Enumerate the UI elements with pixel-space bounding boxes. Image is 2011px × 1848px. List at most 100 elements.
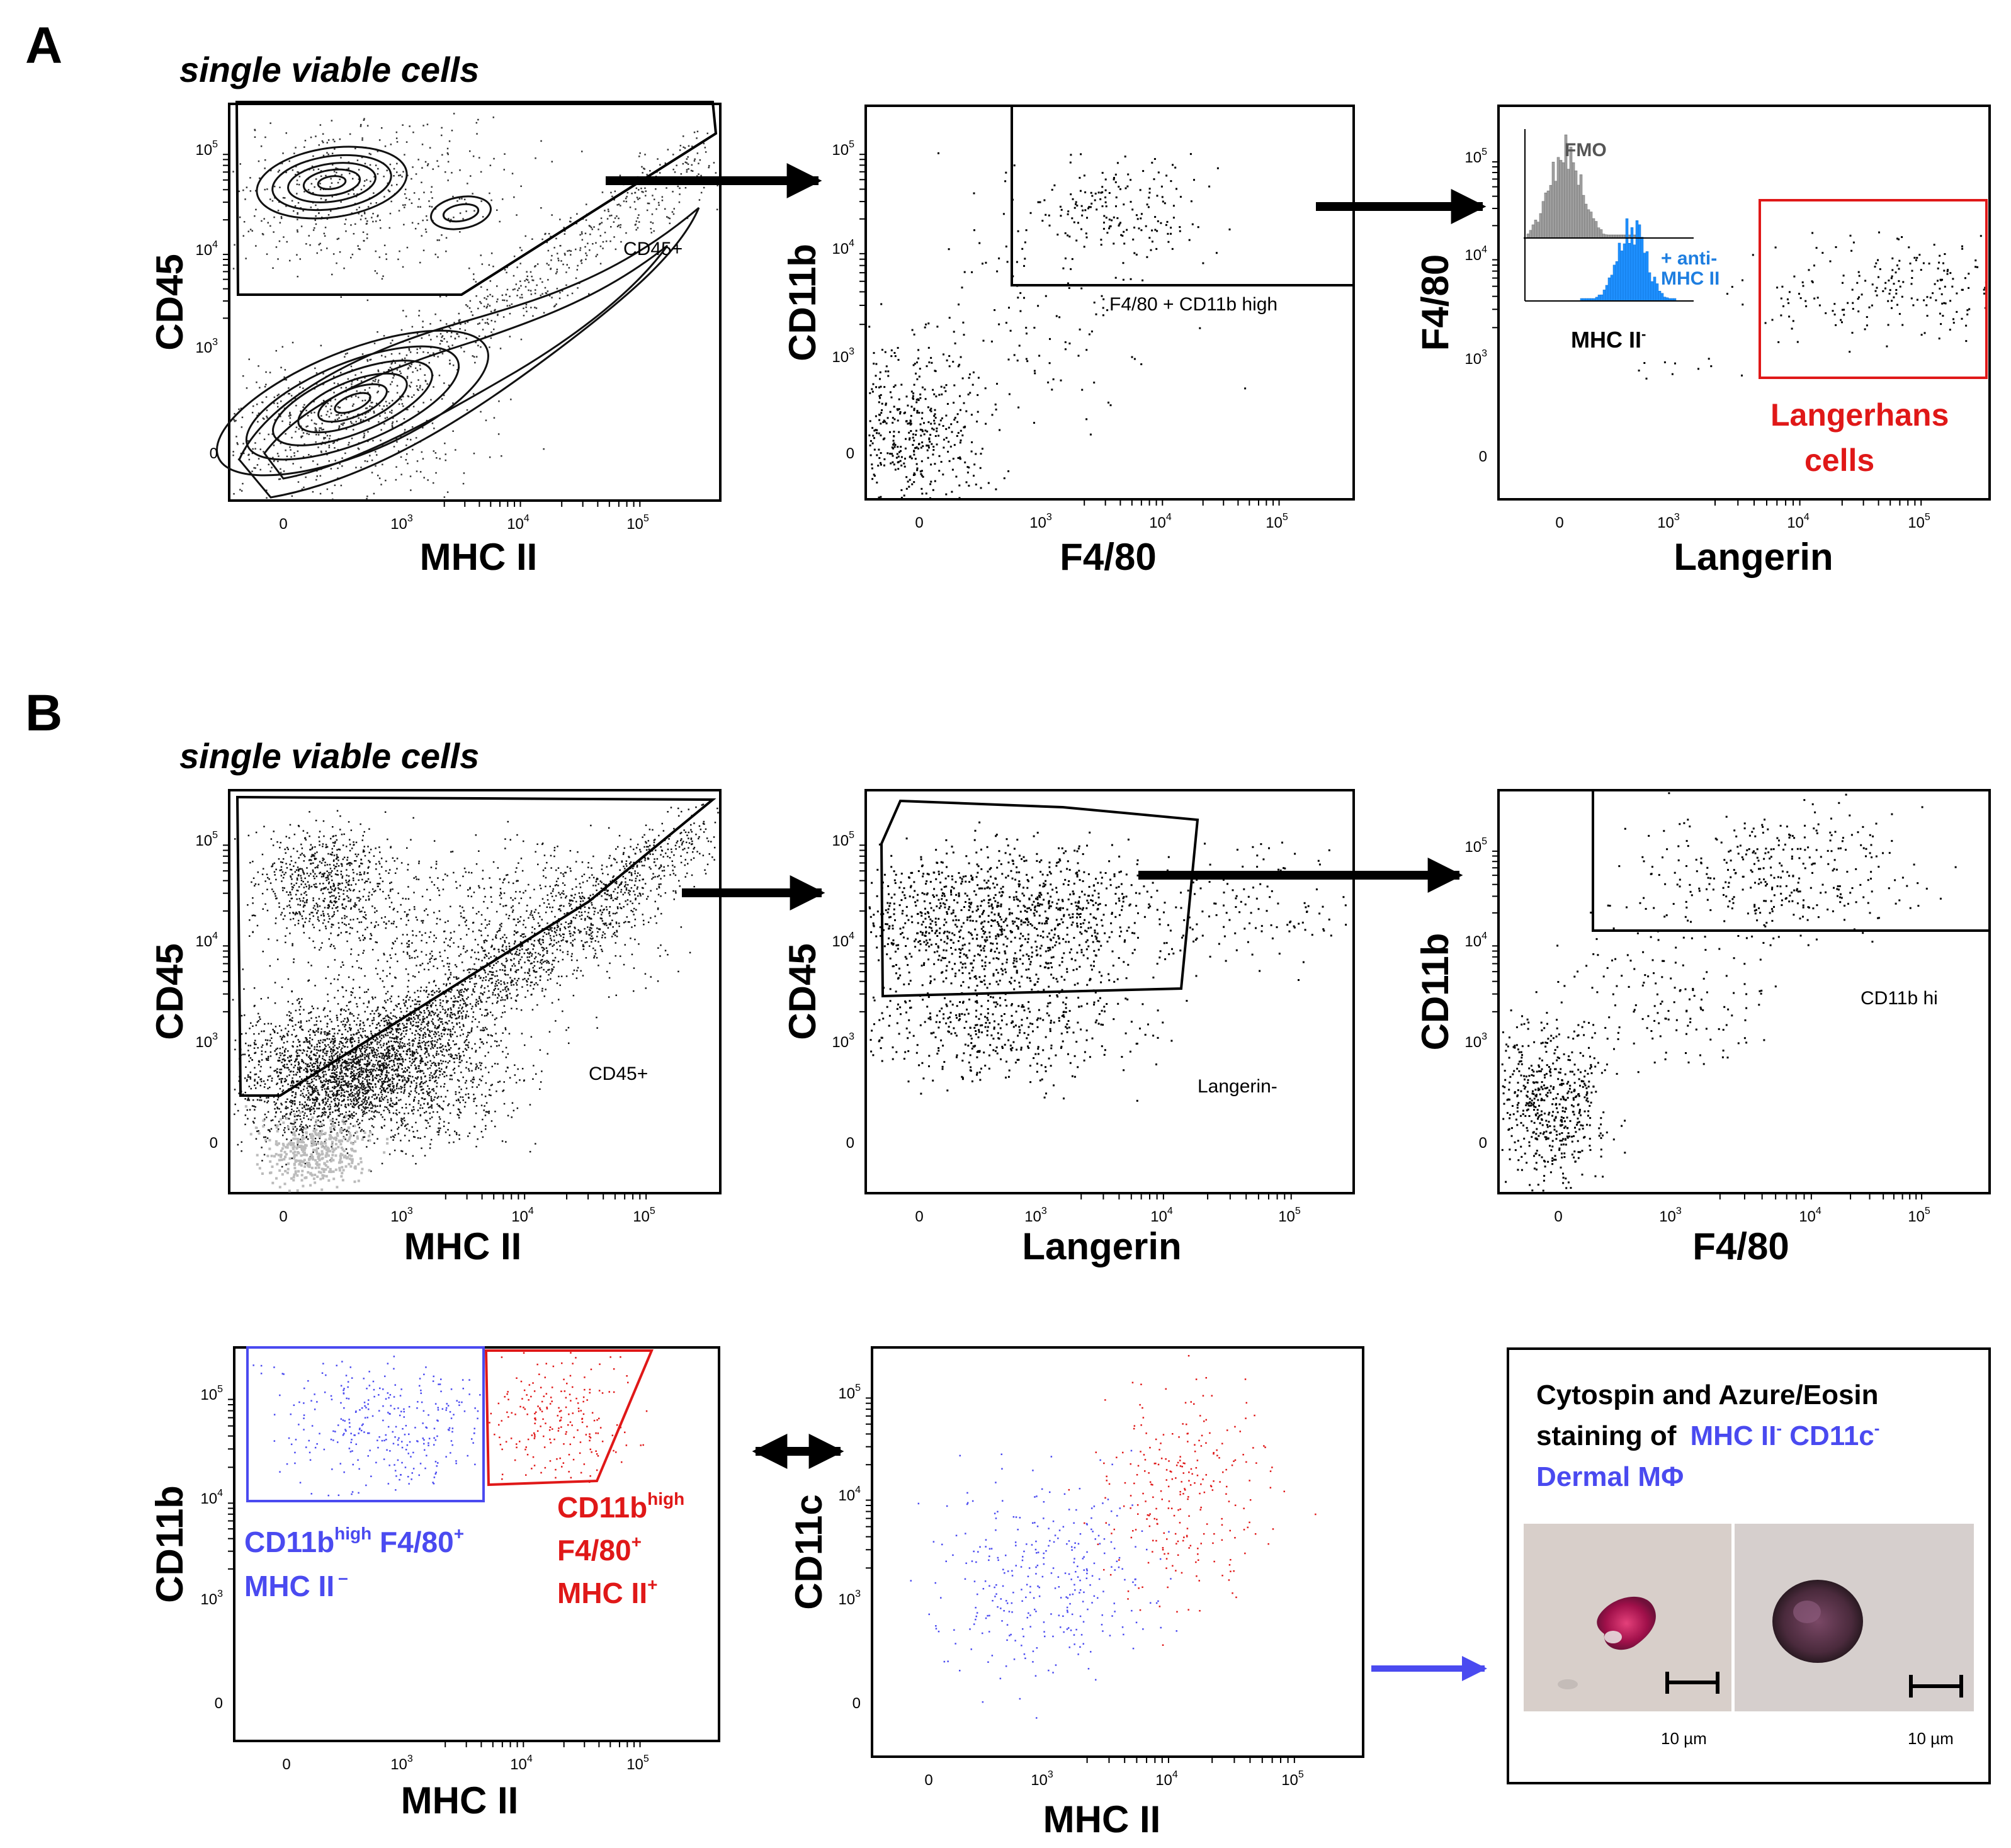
fmo-bar	[1579, 174, 1583, 239]
tick-b3-y-0: 0	[1479, 1135, 1487, 1152]
tick-b1-y-3: 105	[195, 830, 218, 849]
tick-b5-y-3: 105	[838, 1383, 861, 1402]
red-population-label-2: F4/80+	[557, 1532, 642, 1567]
points-a3-misc	[1638, 358, 1743, 380]
gate-label-f480-cd11b: F4/80 + CD11b high	[1109, 294, 1277, 315]
tick-a3-y-3: 105	[1464, 147, 1487, 166]
tick-a2-x-1: 103	[1029, 512, 1052, 531]
red-population-label-3: MHC II+	[557, 1575, 657, 1609]
tick-a2-y-1: 103	[832, 346, 854, 366]
anti-mhc-bar	[1625, 218, 1629, 302]
tick-b1-y-2: 104	[195, 931, 218, 950]
points-a3-langerhans	[1726, 231, 1987, 353]
anti-mhc-bar	[1653, 276, 1657, 302]
tick-a1-y-3: 105	[195, 139, 218, 159]
tick-a3-y-2: 104	[1464, 244, 1487, 264]
tick-b3-x-2: 104	[1799, 1206, 1821, 1225]
points-b1-dense-core	[232, 974, 570, 1172]
tick-b3-y-2: 104	[1464, 931, 1487, 950]
tick-b4-x-2: 104	[510, 1754, 533, 1773]
anti-mhc-bar	[1602, 290, 1606, 302]
inset-xlabel: MHC II-	[1571, 326, 1646, 353]
x-axis-label-b1: MHC II	[404, 1225, 522, 1267]
tick-b3-y-3: 105	[1464, 836, 1487, 856]
anti-mhc-bar	[1658, 291, 1662, 302]
anti-mhc-bar	[1620, 251, 1624, 302]
points-b1-diagonal	[259, 803, 719, 1165]
tick-b5-y-2: 104	[838, 1485, 861, 1504]
tick-b3-y-1: 103	[1464, 1031, 1487, 1051]
fmo-bar	[1566, 169, 1570, 239]
gate-f480-cd11b-a2	[1011, 105, 1355, 286]
fmo-bar	[1556, 157, 1560, 239]
x-axis-label-a1: MHC II	[420, 536, 538, 578]
tick-b4-x-3: 105	[626, 1754, 649, 1773]
tick-a1-y-1: 103	[195, 337, 218, 356]
tick-b4-x-0: 0	[282, 1756, 290, 1773]
gate-langerhans-a3	[1759, 199, 1988, 379]
anti-mhc-bar	[1607, 277, 1611, 302]
x-axis-label-b2: Langerin	[1022, 1225, 1181, 1267]
gate-cd45-a1	[235, 101, 718, 296]
points-b2-langerin-neg	[868, 821, 1227, 1024]
fmo-bar	[1544, 193, 1548, 239]
tick-b5-x-1: 103	[1031, 1769, 1053, 1789]
tick-a3-x-0: 0	[1555, 514, 1563, 531]
inset-anti-label-1: + anti-	[1661, 248, 1717, 269]
plot-b5-frame	[871, 1346, 1364, 1758]
gate-label-cd45-a1: CD45+	[623, 239, 683, 259]
anti-mhc-bar	[1615, 261, 1619, 302]
plot-b1-frame	[228, 789, 722, 1194]
tick-a2-x-0: 0	[915, 514, 923, 531]
red-population-label-1: CD11bhigh	[557, 1489, 684, 1524]
blue-population-label-2: MHC II –	[244, 1568, 348, 1602]
tick-b2-x-1: 103	[1024, 1206, 1047, 1225]
anti-mhc-bar	[1623, 243, 1626, 302]
axes: 0 103 104 105 0 103 104 105 MHC II CD45 0 103 104 105…	[149, 139, 1930, 1840]
gate-label-langerin-neg: Langerin-	[1198, 1076, 1277, 1097]
contour-a1-main-4	[317, 383, 388, 423]
anti-mhc-bar	[1650, 281, 1654, 302]
tick-a3-y-0: 0	[1479, 448, 1487, 465]
points-b3-cd11b-hi	[1590, 792, 1957, 946]
points-b3-mid	[1509, 905, 1777, 1078]
tick-b1-y-0: 0	[210, 1135, 218, 1152]
tick-a1-y-2: 104	[195, 239, 218, 259]
tick-a2-x-3: 105	[1266, 512, 1288, 531]
anti-mhc-bar	[1633, 244, 1636, 302]
tick-b3-x-0: 0	[1554, 1208, 1562, 1225]
contour-a1-main-5	[334, 392, 371, 414]
gate-langerin-neg-b2	[880, 799, 1199, 998]
tick-b2-x-2: 104	[1150, 1206, 1173, 1225]
tick-a2-y-0: 0	[846, 445, 854, 462]
tick-a3-y-1: 103	[1464, 348, 1487, 368]
gate-label-cd11b-hi: CD11b hi	[1861, 988, 1938, 1009]
tick-b2-y-2: 104	[832, 931, 854, 950]
points-b1-cd45hi-left	[234, 811, 420, 969]
contour-a1-cd45hi-3	[302, 168, 361, 197]
inset-histogram: FMO + anti- MHC II MHC II-	[1524, 129, 1719, 353]
y-axis-label-a1: CD45	[149, 254, 191, 350]
points-a1-cd45hi	[232, 113, 583, 302]
gate-red-b4	[484, 1349, 654, 1487]
fmo-bar	[1592, 218, 1595, 239]
plot-a3-frame	[1497, 105, 1991, 501]
tick-b1-x-2: 104	[511, 1206, 534, 1225]
points-b2-langerin-pos	[1164, 841, 1347, 981]
points-a2-gate	[978, 153, 1231, 264]
tick-a1-x-0: 0	[279, 516, 287, 533]
micrograph-right	[1735, 1524, 1974, 1711]
anti-mhc-bar	[1628, 242, 1631, 302]
x-axis-label-a2: F4/80	[1060, 536, 1156, 578]
tick-b3-x-1: 103	[1659, 1206, 1682, 1225]
points-b3-low	[1501, 1009, 1626, 1192]
tick-b1-y-1: 103	[195, 1031, 218, 1051]
tick-a1-x-3: 105	[626, 513, 649, 533]
points-b5-red	[1068, 1355, 1317, 1646]
tick-b4-y-1: 103	[200, 1589, 223, 1608]
tick-a2-y-2: 104	[832, 238, 854, 258]
y-axis-label-b3: CD11b	[1414, 933, 1456, 1051]
y-axis-label-b2: CD45	[781, 943, 824, 1040]
tick-b5-y-0: 0	[853, 1695, 861, 1712]
